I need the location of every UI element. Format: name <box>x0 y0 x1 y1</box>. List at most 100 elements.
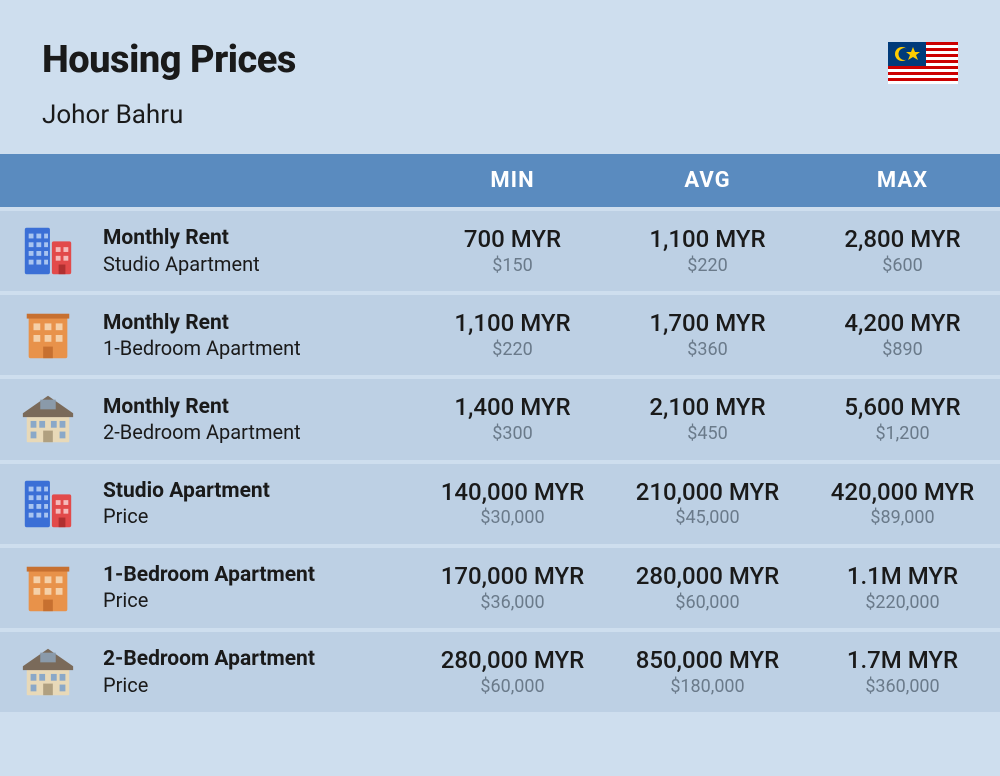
col-label <box>95 154 415 207</box>
value-sub: $89,000 <box>813 506 992 529</box>
value-sub: $220 <box>618 254 797 277</box>
row-max-cell: 2,800 MYR$600 <box>805 211 1000 291</box>
table-header-row: MIN AVG MAX <box>0 154 1000 207</box>
col-avg: AVG <box>610 154 805 207</box>
value-main: 280,000 MYR <box>618 562 797 591</box>
row-avg-cell: 2,100 MYR$450 <box>610 379 805 459</box>
row-label-cell: 2-Bedroom ApartmentPrice <box>95 632 415 712</box>
row-avg-cell: 1,700 MYR$360 <box>610 295 805 375</box>
value-sub: $1,200 <box>813 422 992 445</box>
value-sub: $220,000 <box>813 591 992 614</box>
row-icon-cell <box>0 295 95 375</box>
row-min-cell: 170,000 MYR$36,000 <box>415 548 610 628</box>
col-min: MIN <box>415 154 610 207</box>
table-row: Monthly RentStudio Apartment 700 MYR$150 1… <box>0 211 1000 291</box>
row-avg-cell: 1,100 MYR$220 <box>610 211 805 291</box>
row-min-cell: 140,000 MYR$30,000 <box>415 464 610 544</box>
value-sub: $220 <box>423 338 602 361</box>
row-label-sub: 2-Bedroom Apartment <box>103 420 407 445</box>
row-label-sub: Price <box>103 588 407 613</box>
flag-icon <box>888 42 958 84</box>
row-icon-cell <box>0 632 95 712</box>
row-avg-cell: 210,000 MYR$45,000 <box>610 464 805 544</box>
house-icon <box>19 390 77 448</box>
row-max-cell: 1.7M MYR$360,000 <box>805 632 1000 712</box>
value-sub: $360 <box>618 338 797 361</box>
row-min-cell: 1,100 MYR$220 <box>415 295 610 375</box>
table-row: Monthly Rent2-Bedroom Apartment1,400 MYR… <box>0 379 1000 459</box>
apartment-tall-icon <box>19 222 77 280</box>
page-subtitle: Johor Bahru <box>42 100 958 130</box>
value-main: 1.7M MYR <box>813 646 992 675</box>
row-icon-cell <box>0 548 95 628</box>
value-sub: $360,000 <box>813 675 992 698</box>
value-sub: $60,000 <box>423 675 602 698</box>
value-main: 1,400 MYR <box>423 393 602 422</box>
pricing-table: MIN AVG MAX Monthly RentStudio Apartment… <box>0 150 1000 716</box>
col-max: MAX <box>805 154 1000 207</box>
row-avg-cell: 280,000 MYR$60,000 <box>610 548 805 628</box>
table-row: Studio ApartmentPrice140,000 MYR$30,0002… <box>0 464 1000 544</box>
value-sub: $30,000 <box>423 506 602 529</box>
apartment-tall-icon <box>19 475 77 533</box>
value-sub: $150 <box>423 254 602 277</box>
value-sub: $890 <box>813 338 992 361</box>
col-icon <box>0 154 95 207</box>
row-label-main: 2-Bedroom Apartment <box>103 646 407 672</box>
value-main: 1,100 MYR <box>423 309 602 338</box>
row-max-cell: 5,600 MYR$1,200 <box>805 379 1000 459</box>
row-max-cell: 1.1M MYR$220,000 <box>805 548 1000 628</box>
value-sub: $300 <box>423 422 602 445</box>
row-label-sub: 1-Bedroom Apartment <box>103 336 407 361</box>
row-label-sub: Price <box>103 673 407 698</box>
value-main: 210,000 MYR <box>618 478 797 507</box>
house-icon <box>19 643 77 701</box>
row-label-main: Studio Apartment <box>103 478 407 504</box>
value-main: 700 MYR <box>423 225 602 254</box>
value-sub: $45,000 <box>618 506 797 529</box>
row-min-cell: 1,400 MYR$300 <box>415 379 610 459</box>
value-main: 420,000 MYR <box>813 478 992 507</box>
apartment-mid-icon <box>19 306 77 364</box>
table-row: Monthly Rent1-Bedroom Apartment1,100 MYR… <box>0 295 1000 375</box>
row-avg-cell: 850,000 MYR$180,000 <box>610 632 805 712</box>
value-main: 850,000 MYR <box>618 646 797 675</box>
value-main: 1.1M MYR <box>813 562 992 591</box>
value-sub: $180,000 <box>618 675 797 698</box>
row-label-sub: Price <box>103 504 407 529</box>
row-max-cell: 4,200 MYR$890 <box>805 295 1000 375</box>
header: Housing Prices Johor Bahru <box>0 0 1000 150</box>
row-label-cell: 1-Bedroom ApartmentPrice <box>95 548 415 628</box>
row-icon-cell <box>0 464 95 544</box>
value-main: 1,100 MYR <box>618 225 797 254</box>
row-label-main: 1-Bedroom Apartment <box>103 562 407 588</box>
row-label-cell: Monthly RentStudio Apartment <box>95 211 415 291</box>
value-sub: $450 <box>618 422 797 445</box>
value-main: 280,000 MYR <box>423 646 602 675</box>
value-sub: $36,000 <box>423 591 602 614</box>
row-icon-cell <box>0 211 95 291</box>
table-row: 1-Bedroom ApartmentPrice170,000 MYR$36,0… <box>0 548 1000 628</box>
row-max-cell: 420,000 MYR$89,000 <box>805 464 1000 544</box>
table-row: 2-Bedroom ApartmentPrice280,000 MYR$60,0… <box>0 632 1000 712</box>
value-main: 2,800 MYR <box>813 225 992 254</box>
value-sub: $600 <box>813 254 992 277</box>
value-main: 4,200 MYR <box>813 309 992 338</box>
page-title: Housing Prices <box>42 38 958 82</box>
value-main: 2,100 MYR <box>618 393 797 422</box>
value-main: 1,700 MYR <box>618 309 797 338</box>
value-main: 140,000 MYR <box>423 478 602 507</box>
row-label-main: Monthly Rent <box>103 394 407 420</box>
value-main: 170,000 MYR <box>423 562 602 591</box>
row-label-cell: Monthly Rent1-Bedroom Apartment <box>95 295 415 375</box>
row-label-cell: Studio ApartmentPrice <box>95 464 415 544</box>
row-label-main: Monthly Rent <box>103 310 407 336</box>
row-min-cell: 280,000 MYR$60,000 <box>415 632 610 712</box>
row-label-main: Monthly Rent <box>103 225 407 251</box>
row-icon-cell <box>0 379 95 459</box>
apartment-mid-icon <box>19 559 77 617</box>
row-label-sub: Studio Apartment <box>103 252 407 277</box>
value-sub: $60,000 <box>618 591 797 614</box>
row-label-cell: Monthly Rent2-Bedroom Apartment <box>95 379 415 459</box>
value-main: 5,600 MYR <box>813 393 992 422</box>
